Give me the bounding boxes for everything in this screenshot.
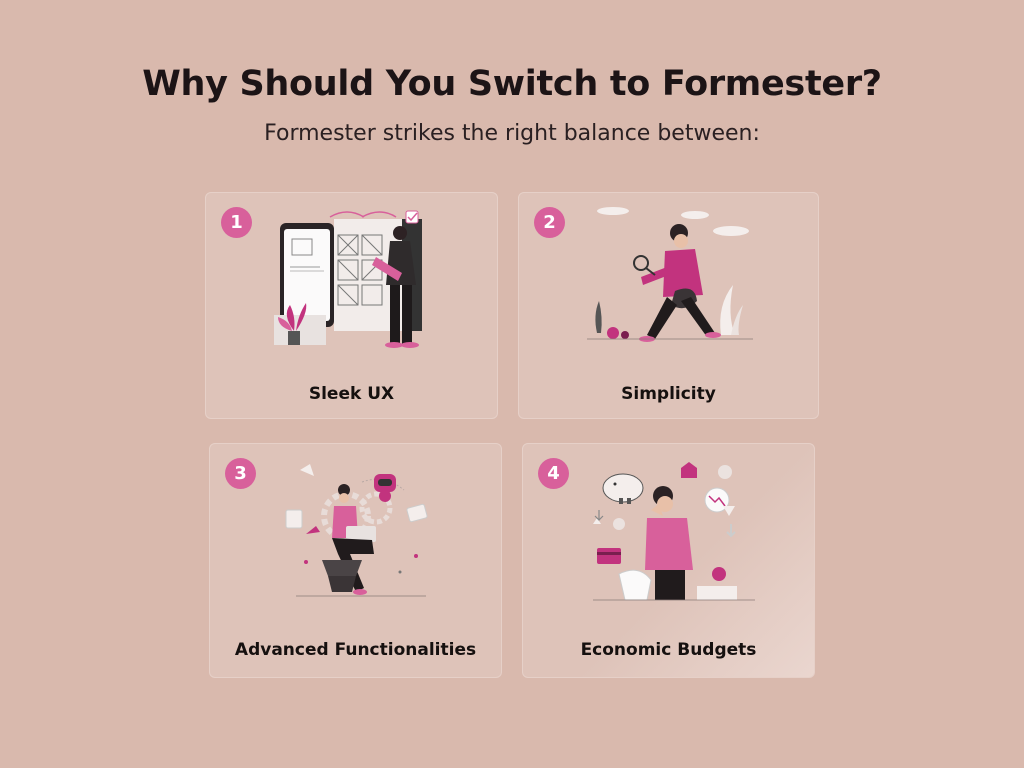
card-label: Economic Budgets: [580, 640, 757, 660]
robot-gears-laptop-illustration: [285, 464, 428, 597]
card-label: Sleek UX: [308, 384, 395, 404]
card-advanced-functionalities: 3 Advanced Functionalities: [209, 443, 502, 678]
card-simplicity: 2 Simplicity: [518, 192, 819, 419]
magnifying-glass-explorer-illustration: [587, 207, 753, 342]
phone-wireframe-illustration: [274, 210, 422, 348]
card-label: Advanced Functionalities: [234, 640, 477, 660]
card-economic-budgets: 4 Economic Budgets: [522, 443, 815, 678]
card-number-badge: 1: [221, 207, 252, 238]
card-label: Simplicity: [621, 384, 716, 404]
card-sleek-ux: 1 Sleek UX: [205, 192, 498, 419]
card-number-badge: 2: [534, 207, 565, 238]
page-title: Why Should You Switch to Formester?: [142, 64, 882, 104]
page-subtitle: Formester strikes the right balance betw…: [264, 121, 760, 146]
card-number-badge: 4: [538, 458, 569, 489]
piggy-bank-receipt-illustration: [593, 462, 755, 601]
card-number-badge: 3: [225, 458, 256, 489]
